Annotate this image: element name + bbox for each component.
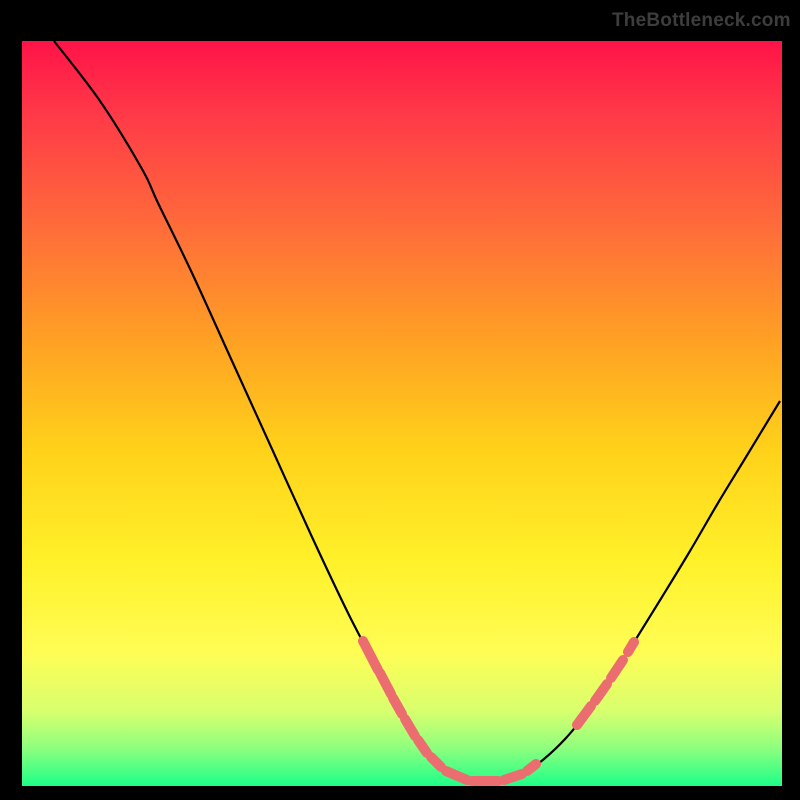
watermark-text: TheBottleneck.com [612, 10, 791, 32]
highlight-segment [527, 764, 536, 771]
highlight-segment [431, 757, 441, 767]
chart-svg [22, 41, 782, 786]
highlight-segment [628, 642, 634, 652]
chart-background [22, 41, 782, 786]
chart-frame [20, 39, 780, 784]
highlight-segment [504, 774, 522, 780]
